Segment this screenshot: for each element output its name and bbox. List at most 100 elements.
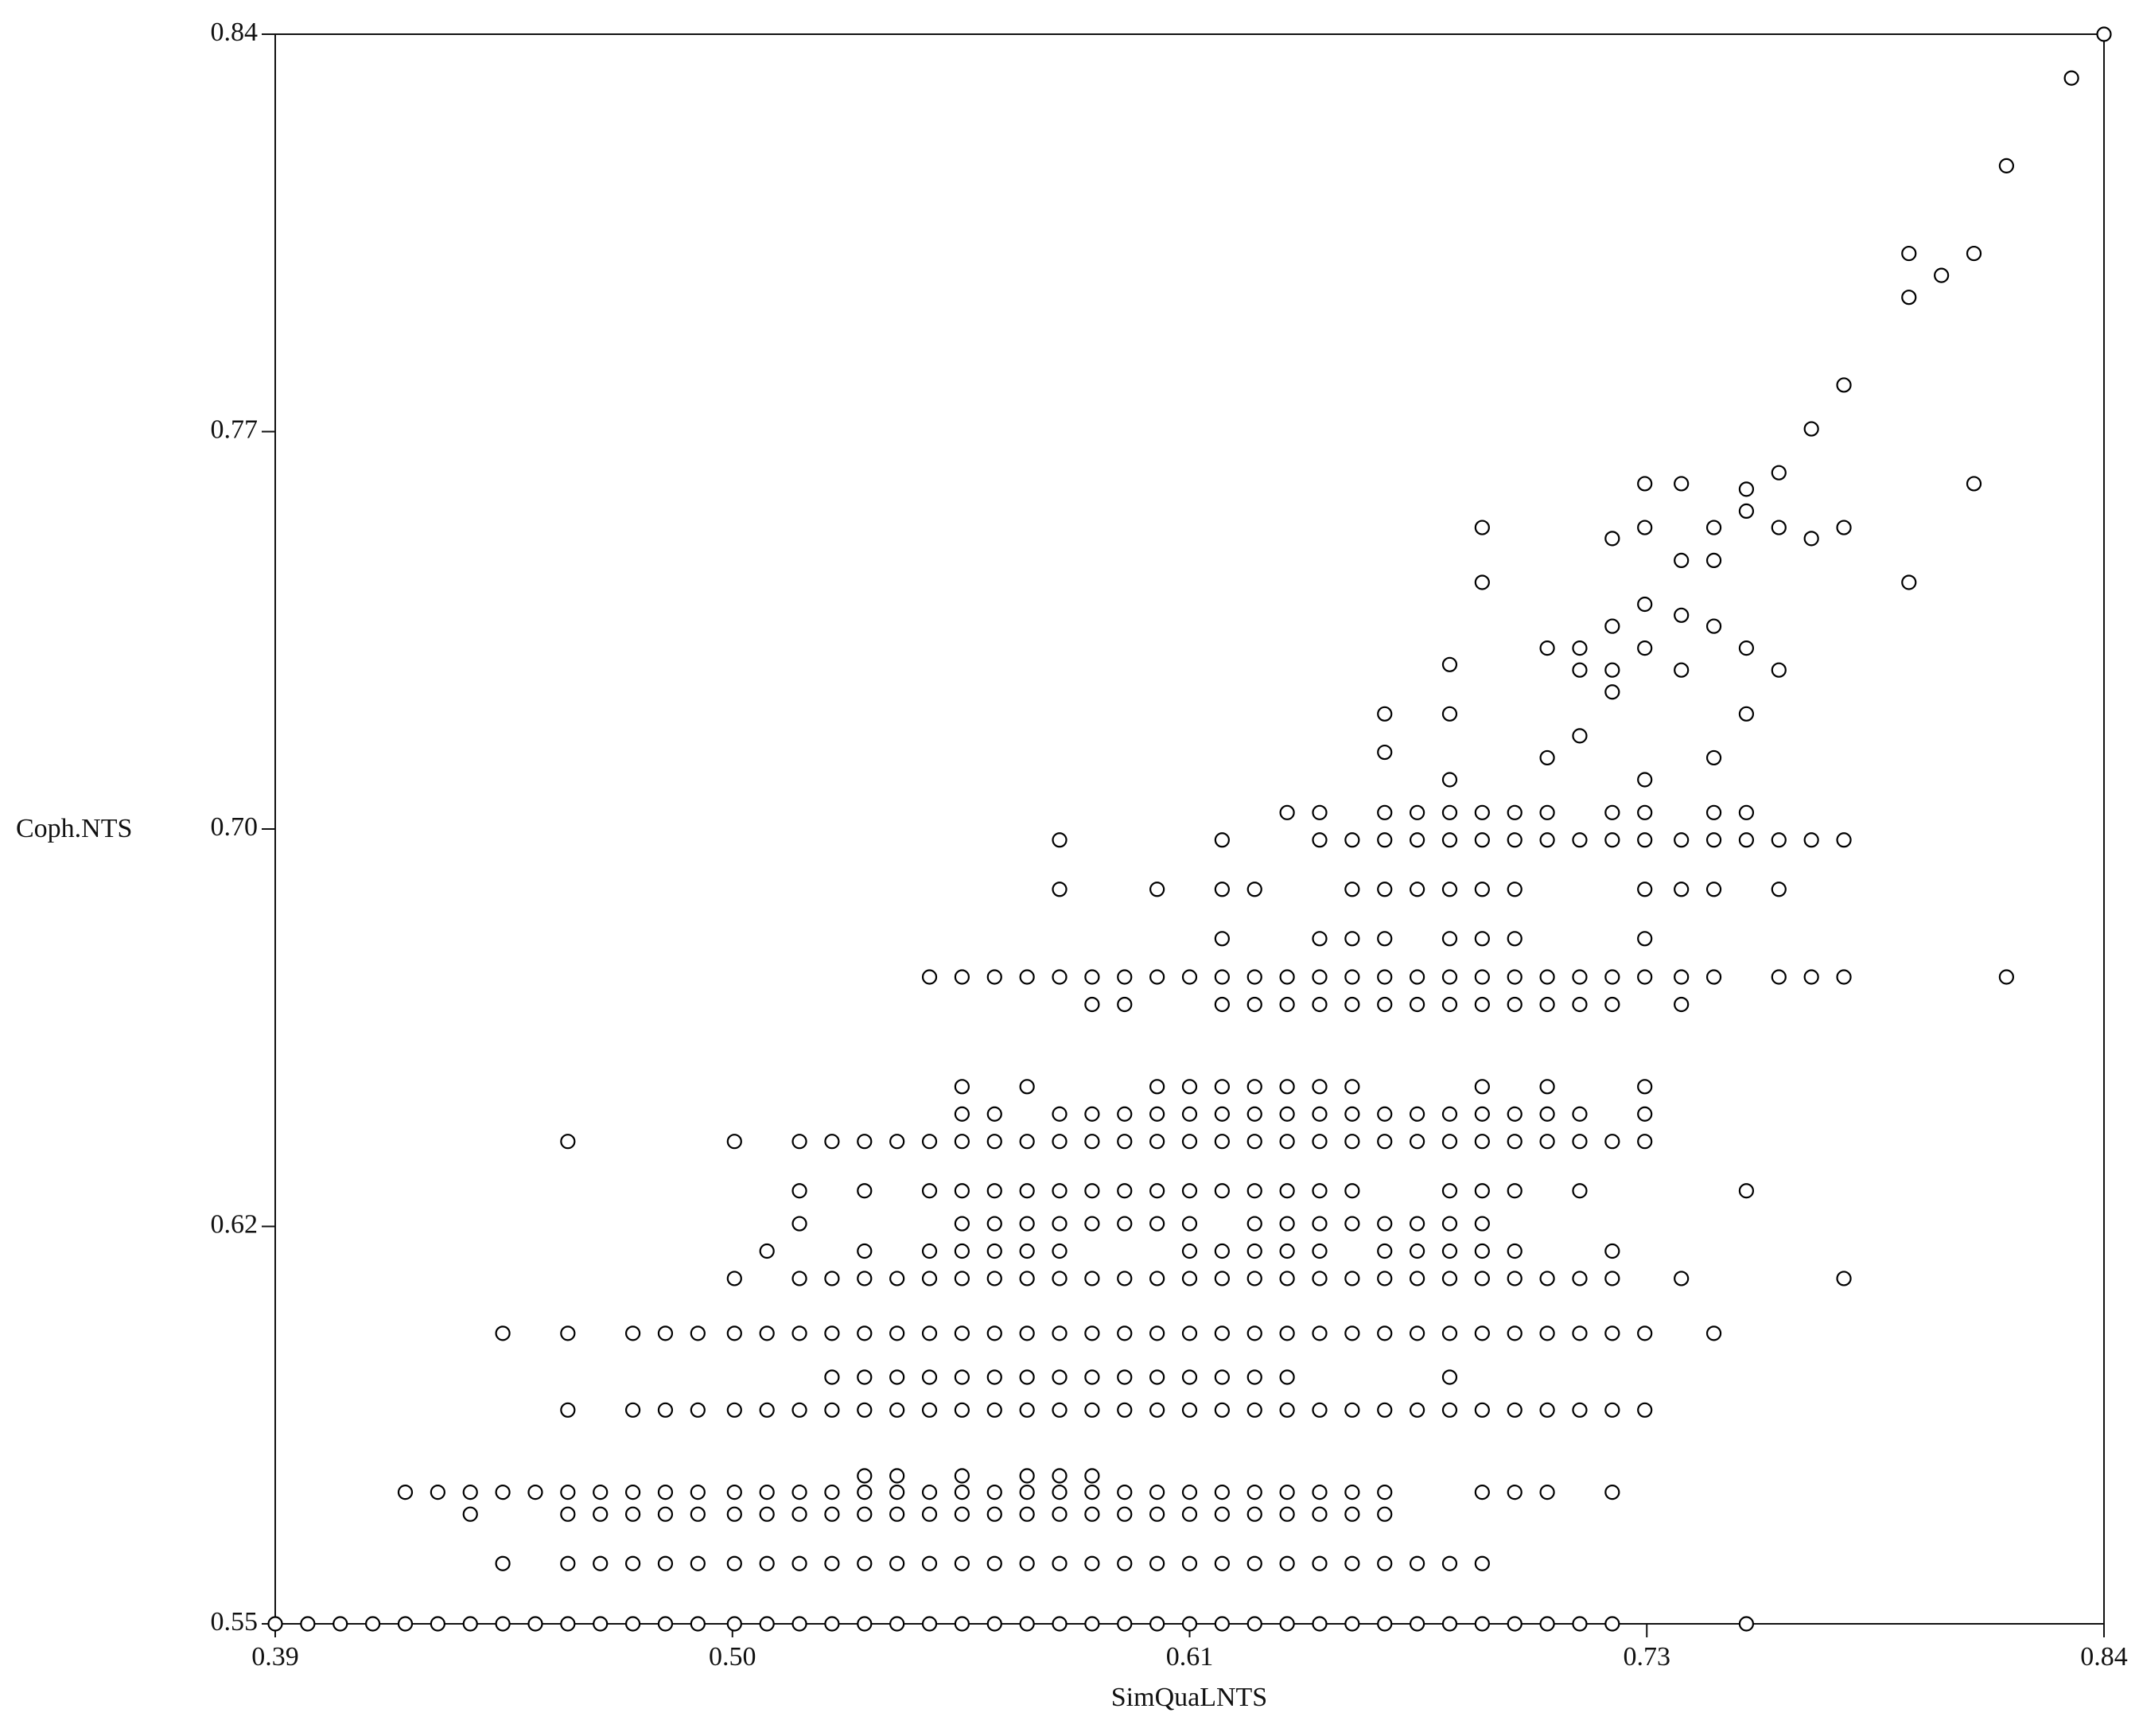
point	[791, 1616, 807, 1632]
point	[1836, 969, 1852, 985]
y-tick-label: 0.62	[211, 1209, 259, 1239]
point	[1637, 520, 1653, 535]
point	[1246, 1216, 1262, 1232]
point	[986, 1271, 1002, 1286]
point	[657, 1506, 674, 1522]
point	[430, 1485, 445, 1501]
point	[1674, 662, 1690, 678]
y-tick-label: 0.55	[211, 1607, 259, 1637]
point	[624, 1402, 641, 1418]
point	[1604, 1485, 1620, 1501]
point	[1181, 1271, 1198, 1286]
point	[954, 1616, 970, 1632]
point	[1377, 1616, 1393, 1632]
point	[1998, 969, 2014, 985]
point	[1441, 1106, 1458, 1122]
point	[1214, 1271, 1230, 1286]
point	[1312, 1555, 1328, 1571]
point	[1246, 1243, 1262, 1259]
point	[1377, 706, 1393, 722]
point	[1084, 1325, 1100, 1341]
point	[690, 1616, 706, 1632]
point	[1279, 1134, 1295, 1150]
point	[1052, 1616, 1068, 1632]
point	[1181, 1369, 1198, 1385]
point	[1604, 1134, 1620, 1150]
point	[1344, 832, 1360, 848]
point	[1572, 1134, 1588, 1150]
point	[1052, 882, 1068, 897]
point	[1474, 969, 1490, 985]
point	[921, 1369, 938, 1385]
point	[1181, 969, 1198, 985]
point	[1377, 1243, 1393, 1259]
point	[1441, 804, 1458, 820]
point	[1409, 1616, 1425, 1632]
point	[921, 1271, 938, 1286]
point	[1052, 1216, 1068, 1232]
point	[1377, 832, 1393, 848]
point	[1572, 1106, 1588, 1122]
point	[889, 1325, 905, 1341]
point	[1572, 969, 1588, 985]
point	[824, 1325, 840, 1341]
point	[1052, 1271, 1068, 1286]
point	[1705, 969, 1722, 985]
point	[1279, 1485, 1295, 1501]
point	[1705, 618, 1722, 634]
point	[690, 1555, 706, 1571]
point	[1214, 1134, 1230, 1150]
point	[1738, 1183, 1755, 1199]
point	[921, 1325, 938, 1341]
point	[1279, 1555, 1295, 1571]
point	[857, 1506, 873, 1522]
point	[1149, 1369, 1165, 1385]
point	[1246, 1134, 1262, 1150]
point	[954, 1183, 970, 1199]
point	[1803, 421, 1819, 437]
point	[986, 1134, 1002, 1150]
point	[986, 969, 1002, 985]
point	[1246, 1183, 1262, 1199]
point	[1377, 1325, 1393, 1341]
point	[1279, 996, 1295, 1013]
point	[791, 1183, 807, 1199]
point	[1214, 1506, 1230, 1522]
point	[921, 1555, 938, 1571]
point	[1181, 1485, 1198, 1501]
point	[1181, 1079, 1198, 1095]
point	[1409, 1243, 1425, 1259]
point	[1539, 1616, 1555, 1632]
plot-frame	[274, 33, 2105, 1625]
point	[1019, 1485, 1035, 1501]
point	[1474, 1616, 1490, 1632]
point	[921, 1402, 938, 1418]
point	[1344, 1134, 1360, 1150]
x-axis-label: SimQuaLNTS	[1111, 1683, 1267, 1712]
point	[1052, 1485, 1068, 1501]
point	[726, 1555, 742, 1571]
point	[1637, 1079, 1653, 1095]
point	[857, 1468, 873, 1484]
point	[824, 1369, 840, 1385]
point	[1474, 1325, 1490, 1341]
y-axis-label: Coph.NTS	[16, 814, 132, 843]
point	[1052, 1369, 1068, 1385]
point	[824, 1134, 840, 1150]
point	[1246, 1079, 1262, 1095]
point	[1441, 832, 1458, 848]
point	[791, 1506, 807, 1522]
point	[791, 1216, 807, 1232]
point	[1052, 1402, 1068, 1418]
point	[657, 1616, 674, 1632]
point	[857, 1555, 873, 1571]
point	[1836, 832, 1852, 848]
point	[397, 1485, 414, 1501]
point	[1312, 1134, 1328, 1150]
point	[657, 1485, 674, 1501]
point	[791, 1485, 807, 1501]
point	[1637, 1325, 1653, 1341]
point	[759, 1616, 775, 1632]
point	[1279, 1216, 1295, 1232]
point	[1052, 1325, 1068, 1341]
